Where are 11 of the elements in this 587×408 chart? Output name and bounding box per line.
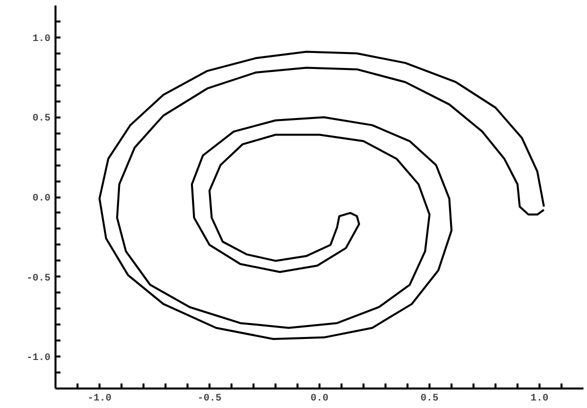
x-tick-label: 1.0 <box>530 394 549 404</box>
x-tick-label: -1.0 <box>88 394 112 404</box>
y-tick-label: 0.5 <box>32 114 51 125</box>
x-tick-label: -0.5 <box>198 394 222 404</box>
y-tick-label: 1.0 <box>32 34 51 45</box>
x-tick-label: 0.5 <box>420 394 439 404</box>
y-tick-label: -1.0 <box>26 353 51 364</box>
y-tick-label: -0.5 <box>26 273 51 284</box>
y-tick-label: 0.0 <box>32 194 51 204</box>
x-tick-label: 0.0 <box>310 394 329 404</box>
line-series <box>98 50 545 340</box>
